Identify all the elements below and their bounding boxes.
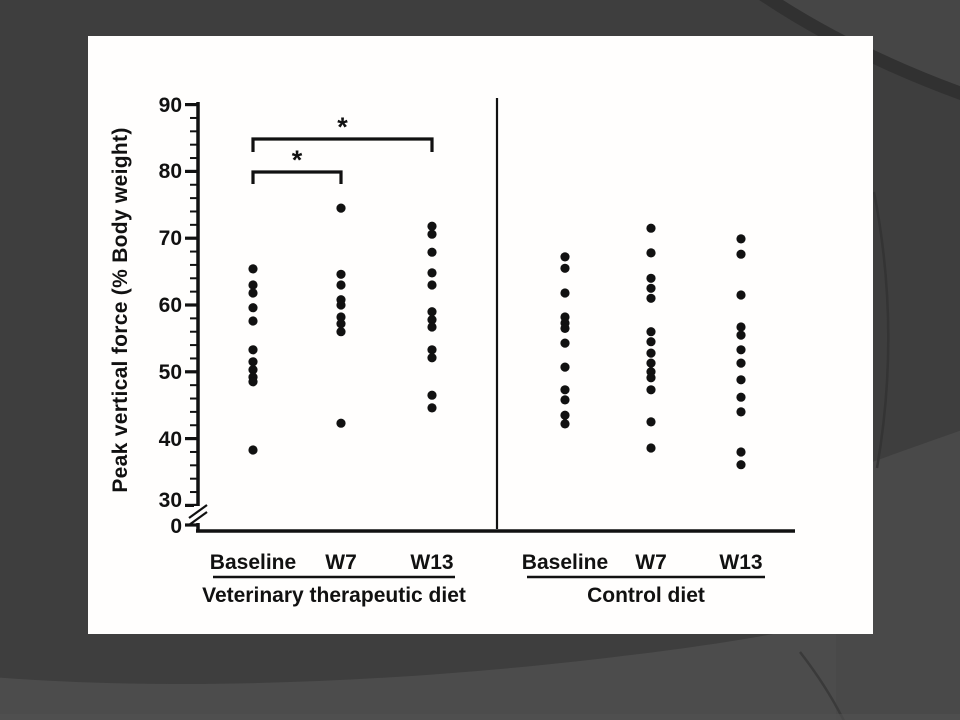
chart-svg: ** 90 80 70 60 50 40 30 0 Peak vertical … <box>109 94 795 607</box>
axis-break-slash <box>188 511 208 526</box>
data-point <box>736 322 746 332</box>
group-label-ctrl-w13: W13 <box>719 551 762 574</box>
data-point <box>646 223 656 233</box>
data-point <box>427 307 437 317</box>
data-point <box>427 268 437 278</box>
y-axis-title: Peak vertical force (% Body weight) <box>109 127 132 492</box>
panel-label-vet: Veterinary therapeutic diet <box>202 584 466 607</box>
group-label-ctrl-w7: W7 <box>635 551 667 574</box>
data-point <box>646 293 656 303</box>
data-point <box>646 283 656 293</box>
data-point <box>427 221 437 231</box>
data-point <box>427 229 437 239</box>
data-point <box>248 280 258 290</box>
data-point <box>736 358 746 368</box>
data-point <box>336 319 346 329</box>
data-point <box>336 269 346 279</box>
data-point <box>427 322 437 332</box>
data-point <box>248 365 258 375</box>
data-point <box>560 385 570 395</box>
data-point <box>560 395 570 405</box>
data-point <box>248 345 258 355</box>
axis-break-gap <box>194 506 202 523</box>
data-point <box>646 358 656 368</box>
data-point <box>560 263 570 273</box>
data-point <box>560 338 570 348</box>
data-point <box>248 303 258 313</box>
data-point <box>736 392 746 402</box>
significance-bracket <box>251 137 434 152</box>
data-point <box>646 327 656 337</box>
data-point <box>427 403 437 413</box>
data-point <box>646 373 656 383</box>
y-tick-label: 0 <box>170 515 182 538</box>
data-point <box>336 300 346 310</box>
data-point <box>248 316 258 326</box>
significance-bracket <box>251 170 343 184</box>
data-points-group <box>248 203 746 470</box>
data-point <box>336 280 346 290</box>
axis-break-slash <box>188 504 208 519</box>
bottom-arc-region <box>0 584 960 720</box>
data-point <box>336 203 346 213</box>
panel-label-ctrl: Control diet <box>587 584 705 607</box>
y-tick-label: 90 <box>159 94 182 117</box>
y-tick-label: 50 <box>159 361 182 384</box>
data-point <box>427 247 437 257</box>
figure-panel: * * 90 80 70 60 50 40 30 0 Peak vertical … <box>88 36 873 634</box>
data-point <box>736 234 746 244</box>
data-point <box>736 345 746 355</box>
data-point <box>646 273 656 283</box>
data-point <box>560 410 570 420</box>
data-point <box>646 248 656 258</box>
y-tick-label: 60 <box>159 294 182 317</box>
data-point <box>646 337 656 347</box>
data-point <box>560 362 570 372</box>
bottom-edge-strip <box>0 714 960 720</box>
group-label-vet-w13: W13 <box>410 551 453 574</box>
data-point <box>646 417 656 427</box>
y-tick-label: 80 <box>159 160 182 183</box>
data-point <box>736 407 746 417</box>
group-label-vet-w7: W7 <box>325 551 357 574</box>
data-point <box>336 418 346 428</box>
group-label-vet-baseline: Baseline <box>210 551 296 574</box>
data-point <box>646 348 656 358</box>
data-point <box>427 345 437 355</box>
thin-arc-right <box>872 191 890 469</box>
data-point <box>560 419 570 429</box>
significance-group: ** <box>251 112 434 184</box>
data-point <box>736 290 746 300</box>
group-label-ctrl-baseline: Baseline <box>522 551 608 574</box>
data-point <box>736 447 746 457</box>
significance-asterisk: * <box>292 145 303 175</box>
y-tick-label: 70 <box>159 227 182 250</box>
data-point <box>736 249 746 259</box>
y-tick-label: 40 <box>159 428 182 451</box>
significance-asterisk: * <box>337 112 348 142</box>
data-point <box>248 288 258 298</box>
data-point <box>427 353 437 363</box>
data-point <box>560 288 570 298</box>
data-point <box>336 327 346 337</box>
data-point <box>248 445 258 455</box>
data-point <box>427 280 437 290</box>
data-point <box>736 375 746 385</box>
data-point <box>560 323 570 333</box>
data-point <box>736 460 746 470</box>
data-point <box>248 377 258 387</box>
axes-group <box>185 98 795 533</box>
data-point <box>560 252 570 262</box>
data-point <box>646 385 656 395</box>
y-tick-label: 30 <box>159 489 182 512</box>
data-point <box>427 315 437 325</box>
data-point <box>646 443 656 453</box>
data-point <box>427 390 437 400</box>
data-point <box>736 330 746 340</box>
data-point <box>248 357 258 367</box>
data-point <box>248 264 258 274</box>
data-point <box>336 312 346 322</box>
